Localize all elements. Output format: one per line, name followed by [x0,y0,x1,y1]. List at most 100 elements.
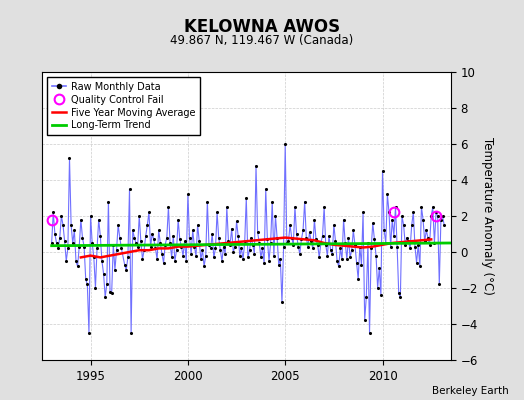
Point [83,281,92,288]
Point [176,236,184,242]
Point [213,209,221,216]
Point [260,260,268,266]
Point [122,267,130,273]
Point [261,186,270,192]
Point [248,242,257,248]
Point [229,249,237,255]
Point [241,240,249,246]
Point [402,234,411,241]
Point [231,243,239,250]
Point [227,225,236,232]
Point [346,254,354,261]
Point [208,231,216,237]
Point [91,285,100,291]
Point [153,256,161,262]
Point [73,263,82,270]
Point [309,245,317,252]
Point [282,240,291,246]
Point [336,245,345,252]
Point [90,254,98,261]
Point [320,204,329,210]
Point [362,294,370,300]
Point [254,229,262,235]
Point [62,258,70,264]
Point [116,234,124,241]
Point [226,242,234,248]
Point [78,234,86,241]
Point [192,252,200,259]
Point [292,231,301,237]
Point [265,258,273,264]
Point [398,213,406,219]
Point [96,233,104,239]
Point [425,242,434,248]
Point [75,243,83,250]
Point [158,250,166,257]
Point [148,231,156,237]
Point [414,242,422,248]
Point [224,238,233,244]
Point [396,294,405,300]
Point [279,243,288,250]
Point [291,204,299,210]
Point [69,240,77,246]
Point [94,216,103,223]
Text: KELOWNA AWOS: KELOWNA AWOS [184,18,340,36]
Point [375,265,384,271]
Point [93,245,101,252]
Point [182,258,190,264]
Point [296,250,304,257]
Point [263,236,271,242]
Point [195,238,203,244]
Point [315,254,323,261]
Y-axis label: Temperature Anomaly (°C): Temperature Anomaly (°C) [482,137,495,295]
Point [205,242,213,248]
Point [162,234,171,241]
Point [64,245,72,252]
Point [172,247,181,254]
Point [150,236,158,242]
Point [405,238,413,244]
Point [286,222,294,228]
Point [388,216,397,223]
Point [67,222,75,228]
Point [322,242,330,248]
Point [338,256,346,262]
Point [130,234,138,241]
Point [156,240,165,246]
Point [198,247,206,254]
Point [271,213,280,219]
Point [210,254,218,261]
Point [206,245,215,252]
Point [341,240,350,246]
Point [134,243,142,250]
Point [281,141,289,147]
Point [169,233,178,239]
Point [273,234,281,241]
Point [203,198,212,205]
Point [49,209,58,216]
Point [137,238,145,244]
Point [270,252,278,259]
Point [323,252,332,259]
Point [316,240,325,246]
Point [242,195,250,201]
Point [190,243,199,250]
Point [266,240,275,246]
Point [98,258,106,264]
Point [109,242,117,248]
Point [138,256,147,262]
Point [374,285,382,291]
Point [125,186,134,192]
Point [399,222,408,228]
Point [72,258,80,264]
Point [161,242,169,248]
Point [220,243,228,250]
Point [318,233,326,239]
Point [364,240,372,246]
Point [88,240,96,246]
Point [258,245,267,252]
Point [159,260,168,266]
Point [305,229,314,235]
Point [278,299,286,306]
